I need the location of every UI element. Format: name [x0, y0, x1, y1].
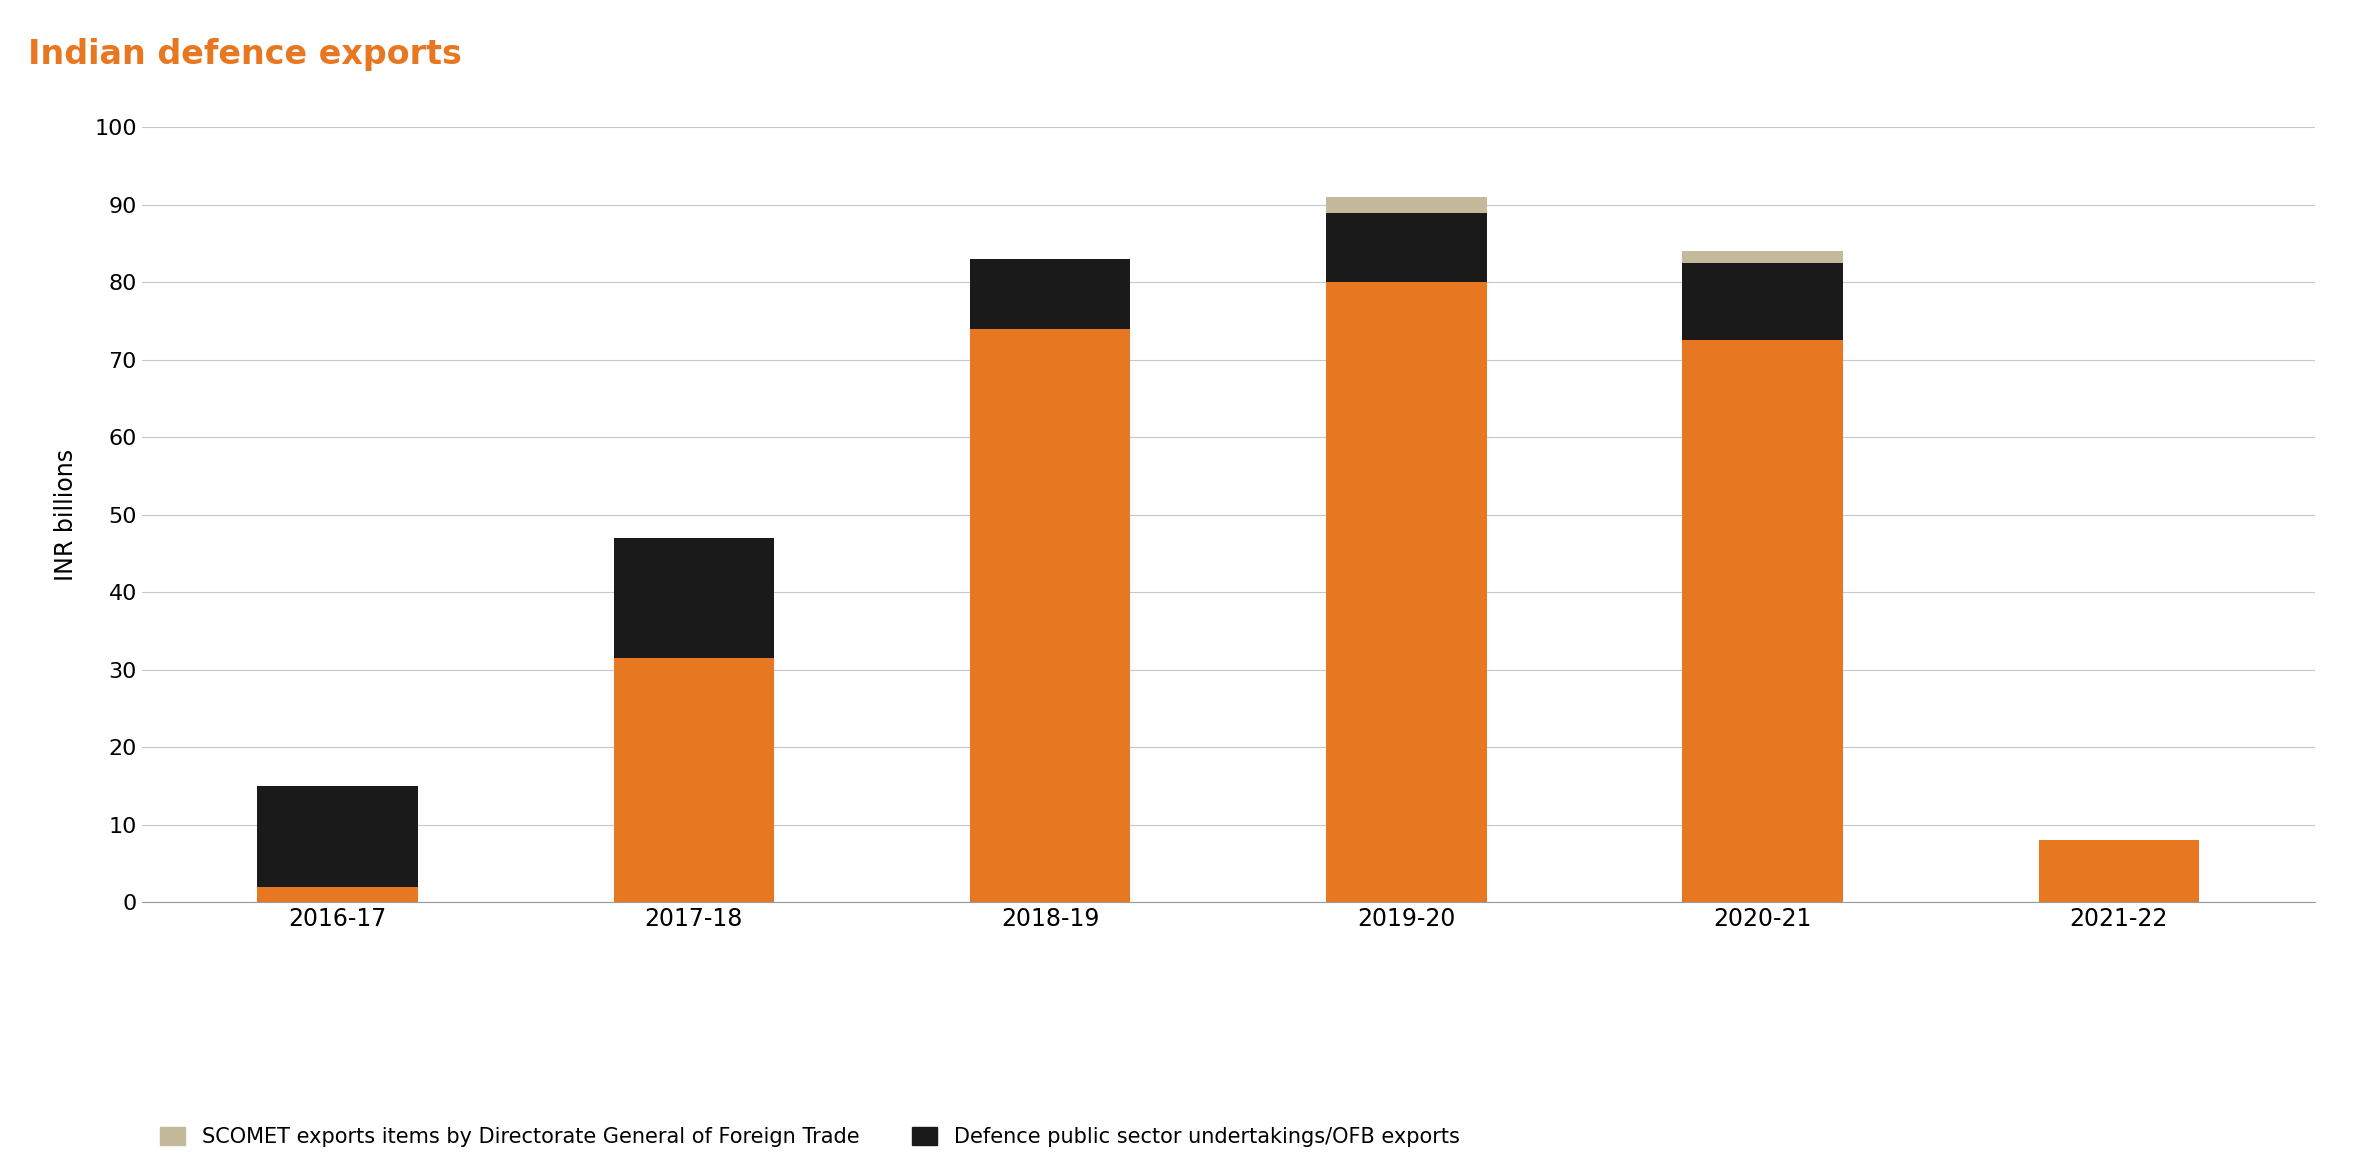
- Bar: [1682, 263, 1842, 340]
- Y-axis label: INR billions: INR billions: [54, 449, 78, 581]
- Text: Indian defence exports: Indian defence exports: [28, 37, 463, 71]
- Bar: [971, 329, 1131, 902]
- Bar: [1325, 282, 1486, 902]
- Bar: [614, 538, 775, 658]
- Bar: [614, 658, 775, 902]
- Bar: [2038, 840, 2199, 902]
- Bar: [971, 259, 1131, 329]
- Bar: [1325, 197, 1486, 213]
- Bar: [1682, 340, 1842, 902]
- Bar: [1682, 251, 1842, 263]
- Bar: [1325, 213, 1486, 282]
- Bar: [257, 787, 418, 887]
- Bar: [257, 887, 418, 902]
